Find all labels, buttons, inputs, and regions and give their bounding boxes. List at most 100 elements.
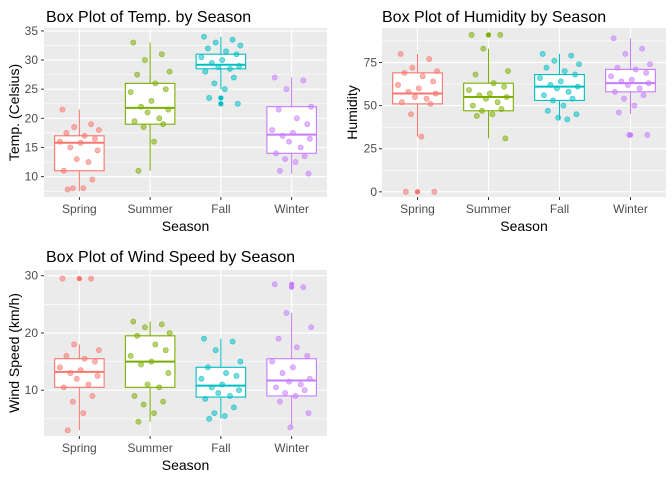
data-point [88, 121, 94, 128]
data-point [308, 103, 315, 110]
series-winter [605, 35, 656, 138]
data-point [166, 330, 173, 336]
data-point [279, 132, 286, 139]
y-tick-label: 75 [364, 55, 378, 69]
data-point [95, 347, 102, 354]
data-point [550, 97, 556, 104]
data-point [283, 86, 290, 93]
series-spring [392, 50, 443, 195]
data-point [166, 68, 173, 75]
data-point [473, 113, 480, 119]
data-point [85, 159, 92, 165]
data-point [69, 185, 76, 192]
data-point [237, 42, 244, 49]
data-point [426, 56, 433, 62]
data-point [482, 95, 489, 102]
data-point [560, 102, 567, 109]
data-point [198, 54, 205, 61]
series-summer [124, 39, 176, 174]
data-point [398, 99, 405, 106]
data-point [160, 121, 167, 128]
y-tick-label: 0 [370, 185, 377, 199]
data-point [221, 413, 228, 419]
data-point [293, 344, 300, 351]
data-point [279, 370, 286, 376]
data-point [568, 52, 575, 59]
data-point [300, 284, 307, 291]
data-point [134, 332, 141, 339]
data-point [201, 33, 207, 40]
data-point [551, 57, 558, 64]
data-point [304, 352, 311, 359]
data-point [405, 88, 412, 95]
data-point [290, 364, 296, 371]
data-point [644, 132, 651, 138]
data-point [574, 83, 581, 90]
outlier-point [485, 32, 492, 38]
data-point [236, 387, 242, 394]
x-tick-label: Summer [127, 202, 172, 216]
data-point [73, 156, 80, 163]
data-point [409, 64, 416, 71]
x-tick-label: Spring [62, 202, 97, 216]
data-point [148, 97, 155, 104]
data-point [286, 138, 292, 145]
data-point [206, 415, 213, 422]
data-point [151, 410, 157, 417]
data-point [89, 176, 96, 183]
panel-box-plot-of-temp-by-season: 10 15 20 25 30 35 Spring Summer Fall Winter Box Pl… [6, 9, 327, 234]
data-point [127, 352, 134, 359]
data-point [165, 370, 172, 376]
x-tick-label: Winter [274, 202, 309, 216]
data-point [555, 114, 562, 121]
data-point [229, 338, 236, 345]
y-axis-label: Wind Speed (km/h) [6, 293, 22, 413]
data-point [271, 74, 278, 81]
data-point [292, 159, 299, 165]
y-axis-label: Temp. (Celsius) [6, 64, 22, 161]
y-axis-label: Humidity [344, 85, 360, 139]
data-point [162, 86, 169, 93]
series-fall [534, 50, 585, 123]
data-point [233, 372, 240, 379]
series-spring [54, 106, 105, 193]
data-point [614, 64, 621, 71]
data-point [158, 321, 165, 328]
data-point [308, 324, 315, 331]
data-point [561, 68, 568, 75]
data-point [541, 92, 547, 99]
data-point [152, 80, 159, 87]
data-point [233, 51, 240, 58]
x-tick-label: Summer [466, 202, 511, 216]
data-point [230, 404, 237, 411]
data-point [401, 69, 408, 76]
data-point [138, 103, 144, 110]
data-point [282, 156, 289, 163]
data-point [544, 107, 551, 114]
data-point [60, 384, 67, 391]
data-point [626, 132, 633, 138]
data-point [301, 153, 308, 160]
data-point [610, 35, 617, 42]
data-point [234, 100, 241, 107]
data-point [237, 358, 244, 365]
data-point [202, 68, 209, 75]
data-point [572, 71, 578, 78]
data-point [306, 135, 313, 142]
data-point [135, 418, 142, 425]
data-point [557, 78, 564, 85]
data-point [423, 95, 430, 102]
data-point [277, 398, 283, 405]
data-point [151, 138, 157, 145]
panel-box-plot-of-humidity-by-season: 0 25 50 75 Spring Summer Fall Winter Box Plot of… [344, 9, 666, 234]
x-axis-label: Season [162, 457, 209, 473]
data-point [81, 132, 88, 139]
data-point [415, 85, 422, 92]
data-point [77, 367, 84, 374]
data-point [130, 318, 137, 325]
data-point [144, 381, 151, 388]
chart-title: Box Plot of Humidity by Season [382, 9, 606, 26]
data-point [430, 78, 436, 85]
data-point [208, 60, 215, 66]
